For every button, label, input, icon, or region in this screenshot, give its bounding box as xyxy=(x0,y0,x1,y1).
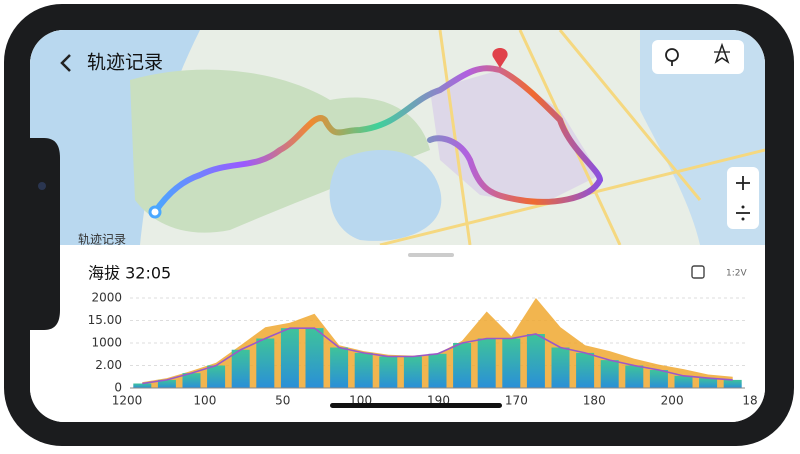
bar xyxy=(723,379,742,388)
bar xyxy=(699,378,718,388)
y-tick-label: 2.00 xyxy=(95,358,122,372)
bar xyxy=(403,356,422,388)
x-tick-label: 1200 xyxy=(112,394,143,408)
bar xyxy=(600,360,619,388)
bar xyxy=(207,365,226,388)
back-button[interactable] xyxy=(60,54,71,72)
x-tick-label: 18 xyxy=(742,394,757,408)
start-marker xyxy=(148,205,162,219)
bar xyxy=(649,370,668,388)
bar xyxy=(453,343,472,388)
bar xyxy=(256,338,275,388)
export-icon[interactable] xyxy=(691,265,705,279)
bar xyxy=(182,373,201,388)
map-label: 轨迹记录 xyxy=(78,233,126,247)
bar xyxy=(551,347,570,388)
chart-panel xyxy=(30,245,765,422)
lake xyxy=(329,150,442,241)
home-indicator xyxy=(330,403,502,408)
profile-line xyxy=(142,327,733,385)
bar xyxy=(674,375,693,388)
route xyxy=(152,65,604,215)
y-tick-label: 0 xyxy=(114,381,122,395)
chart-title: 海拔 32:05 xyxy=(88,264,171,283)
bar xyxy=(280,328,299,388)
bar xyxy=(330,347,349,388)
bar xyxy=(231,349,250,388)
camera xyxy=(38,182,46,190)
x-tick-label: 100 xyxy=(193,394,216,408)
zoom-controls xyxy=(727,167,759,229)
zoom-in[interactable] xyxy=(736,176,750,190)
bar xyxy=(502,338,521,388)
drag-handle[interactable] xyxy=(408,253,454,257)
bar xyxy=(305,328,324,388)
bar xyxy=(157,379,176,388)
bar xyxy=(576,352,595,388)
zoom-out[interactable] xyxy=(736,205,750,221)
x-tick-label: 170 xyxy=(505,394,528,408)
map: 轨迹记录 轨迹记录 xyxy=(30,30,765,247)
x-tick-label: 180 xyxy=(583,394,606,408)
locate-button[interactable] xyxy=(665,48,679,66)
x-tick-label: 200 xyxy=(661,394,684,408)
x-tick-label: 50 xyxy=(275,394,290,408)
bar xyxy=(379,356,398,388)
y-tick-label: 2000 xyxy=(91,291,122,305)
page-title: 轨迹记录 xyxy=(87,52,163,74)
bar xyxy=(133,383,152,388)
bar xyxy=(354,352,373,388)
bar xyxy=(625,365,644,388)
bar xyxy=(428,353,447,388)
compass-button[interactable] xyxy=(714,42,730,64)
end-marker xyxy=(492,48,508,68)
notch xyxy=(30,138,60,330)
bar xyxy=(526,334,545,388)
y-tick-label: 15.00 xyxy=(88,313,122,327)
chart-badge: 1:2V xyxy=(726,269,747,279)
bar xyxy=(477,338,496,388)
y-tick-label: 1000 xyxy=(91,336,122,350)
